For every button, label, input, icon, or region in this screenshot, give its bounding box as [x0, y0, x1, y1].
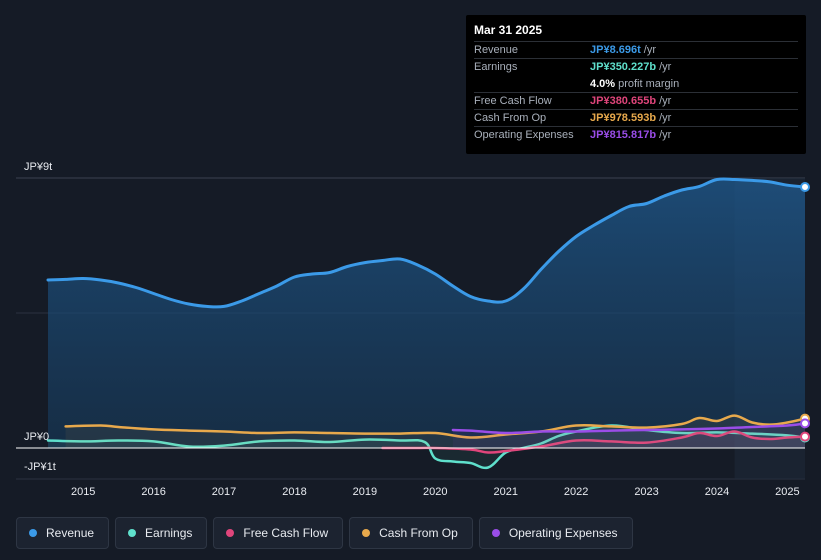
legend: Revenue Earnings Free Cash Flow Cash From O…	[16, 517, 633, 549]
tooltip-row-unit: /yr	[659, 112, 672, 124]
x-tick-label: 2017	[212, 486, 236, 498]
tooltip-date: Mar 31 2025	[474, 23, 543, 37]
x-tick-label: 2021	[493, 486, 517, 498]
series-line-revenue	[46, 177, 807, 309]
tooltip-row: Operating Expenses JP¥815.817b/yr	[474, 126, 798, 143]
chart-area: JP¥9t JP¥0 -JP¥1t 2015 2016 2017 2018 2019 2020 2…	[16, 161, 810, 498]
tooltip-row-label: Revenue	[474, 44, 519, 56]
legend-label: Revenue	[46, 526, 95, 540]
tooltip-row: Revenue JP¥8.696t/yr	[474, 41, 798, 58]
tooltip-row: Cash From Op JP¥978.593b/yr	[474, 109, 798, 126]
y-tick-label: -JP¥1t	[24, 461, 56, 473]
tooltip-panel: Mar 31 2025 Revenue JP¥8.696t/yr Earnings J…	[466, 15, 806, 154]
tooltip-row-value: JP¥815.817b	[590, 129, 657, 141]
tooltip-row-value: JP¥350.227b	[590, 61, 657, 73]
tooltip-row: Earnings JP¥350.227b/yr	[474, 58, 798, 75]
tooltip-row-value: JP¥380.655b	[590, 95, 657, 107]
tooltip-row-value: 4.0%	[590, 77, 616, 90]
y-tick-label: JP¥9t	[24, 161, 52, 173]
tooltip-row-value: JP¥8.696t	[590, 44, 641, 56]
tooltip-row-unit: /yr	[659, 129, 672, 141]
series-end-marker-operating-expenses	[800, 418, 810, 429]
tooltip-row-label: Operating Expenses	[474, 129, 574, 141]
x-tick-label: 2024	[705, 486, 729, 498]
legend-label: Free Cash Flow	[243, 526, 329, 540]
series-area-free-cash-flow	[382, 431, 805, 453]
legend-dot-icon	[491, 529, 500, 537]
legend-item-earnings[interactable]: Earnings	[115, 517, 208, 549]
legend-item-free-cash-flow[interactable]: Free Cash Flow	[213, 517, 344, 549]
series-area-cash-from-op	[65, 415, 806, 448]
legend-dot-icon	[29, 529, 37, 537]
legend-dot-icon	[128, 529, 137, 537]
y-tick-label: JP¥0	[24, 431, 49, 443]
legend-item-operating-expenses[interactable]: Operating Expenses	[478, 517, 633, 549]
x-tick-label: 2018	[282, 486, 306, 498]
tooltip-row-label: Cash From Op	[474, 112, 547, 124]
x-tick-label: 2020	[423, 486, 447, 498]
series-end-marker-revenue	[800, 182, 810, 192]
legend-item-revenue[interactable]: Revenue	[16, 517, 110, 549]
series-line-cash-from-op	[64, 414, 807, 439]
series-line-operating-expenses	[451, 422, 807, 435]
tooltip-row-unit: /yr	[659, 61, 672, 73]
x-tick-label: 2016	[141, 486, 165, 498]
tooltip-row-unit: /yr	[643, 44, 656, 56]
tooltip-row-label: Earnings	[474, 61, 518, 73]
x-tick-label: 2025	[775, 486, 799, 498]
x-tick-label: 2023	[634, 486, 658, 498]
legend-label: Cash From Op	[379, 526, 458, 540]
legend-item-cash-from-op[interactable]: Cash From Op	[349, 517, 473, 549]
x-tick-label: 2019	[353, 486, 377, 498]
x-tick-label: 2015	[71, 486, 95, 498]
tooltip-row-label: Free Cash Flow	[474, 95, 552, 107]
legend-label: Earnings	[145, 526, 193, 540]
tooltip-row: 4.0% profit margin	[474, 75, 798, 92]
series-end-marker-free-cash-flow	[800, 431, 810, 442]
legend-label: Operating Expenses	[508, 526, 618, 540]
tooltip-row-unit: profit margin	[618, 77, 680, 90]
legend-dot-icon	[362, 529, 371, 537]
tooltip-row-value: JP¥978.593b	[590, 112, 657, 124]
tooltip-row: Free Cash Flow JP¥380.655b/yr	[474, 92, 798, 109]
series-line-free-cash-flow	[381, 430, 807, 454]
x-tick-label: 2022	[564, 486, 588, 498]
series-line-earnings	[46, 424, 807, 470]
legend-dot-icon	[226, 529, 235, 537]
series-area-revenue	[48, 178, 805, 448]
tooltip-row-unit: /yr	[659, 95, 672, 107]
